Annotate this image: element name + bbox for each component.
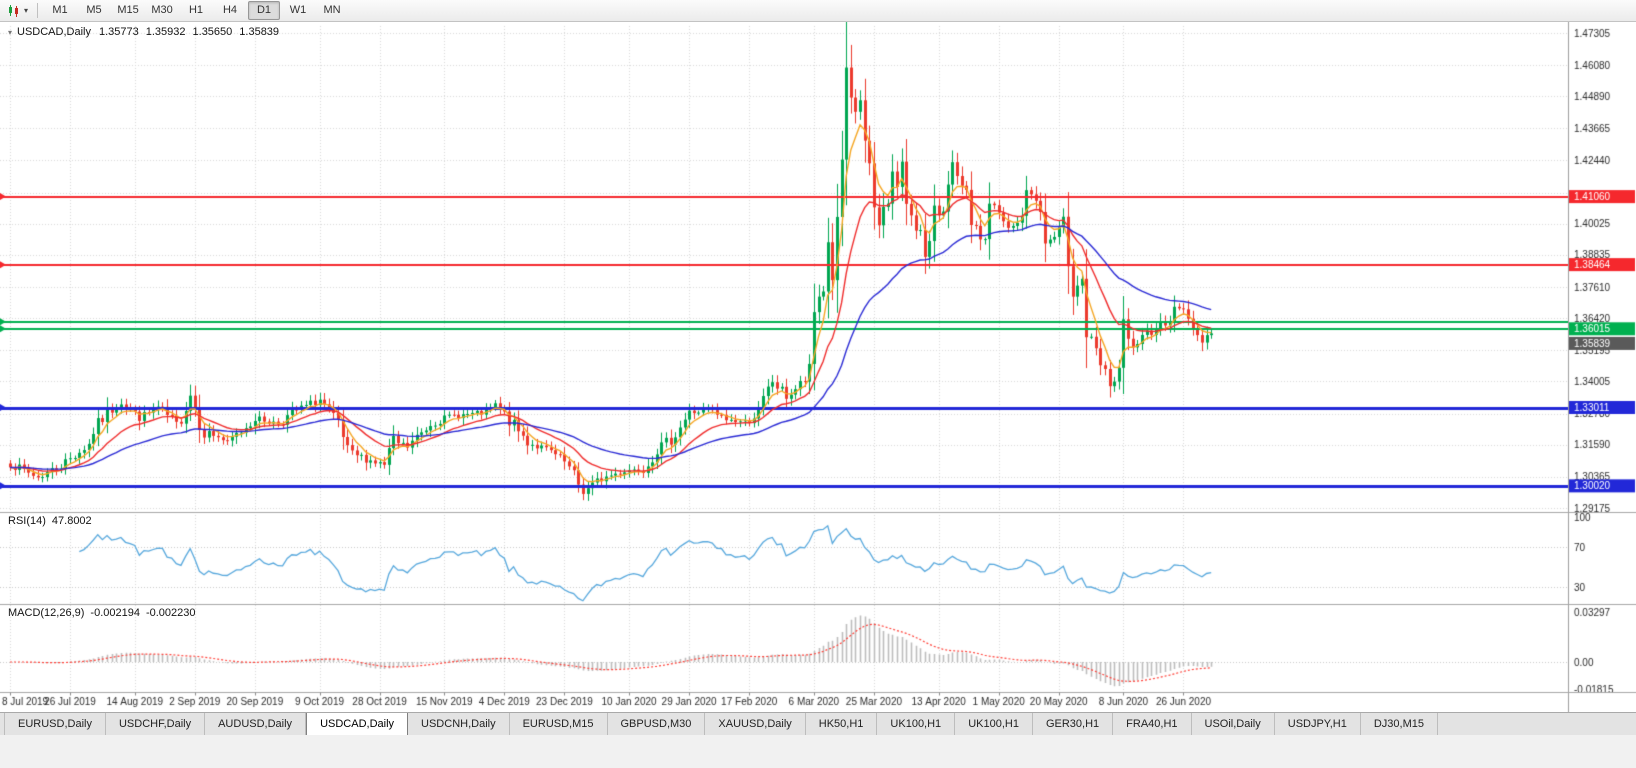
ohlc-open: 1.35773 bbox=[98, 26, 139, 38]
price-scale[interactable] bbox=[1568, 22, 1636, 712]
timeframe-button-h1[interactable]: H1 bbox=[188, 4, 204, 16]
chart-tab-fra40-h1[interactable]: FRA40,H1 bbox=[1113, 713, 1192, 735]
macd-main-value: -0.002194 bbox=[90, 607, 140, 619]
timeframe-buttons: M1 M5 M15 M30 H1 H4 D1 W1 MN bbox=[43, 1, 349, 20]
chart-tab-hk50-h1[interactable]: HK50,H1 bbox=[805, 713, 878, 735]
chart-tab-ger30-h1[interactable]: GER30,H1 bbox=[1032, 713, 1114, 735]
chart-symbol-label: USDCAD,Daily bbox=[17, 26, 91, 38]
chart-tab-uk100-h1[interactable]: UK100,H1 bbox=[877, 713, 956, 735]
macd-indicator-label: MACD(12,26,9) -0.002194 -0.002230 bbox=[8, 607, 196, 619]
chart-tab-usdcad-daily[interactable]: USDCAD,Daily bbox=[306, 713, 409, 735]
chart-tab-eurusd-m15[interactable]: EURUSD,M15 bbox=[509, 713, 608, 735]
chart-area: ▾ USDCAD,Daily 1.35773 1.35932 1.35650 1… bbox=[0, 22, 1636, 712]
chart-tab-usdcnh-daily[interactable]: USDCNH,Daily bbox=[408, 713, 510, 735]
ohlc-low: 1.35650 bbox=[192, 26, 233, 38]
timeframe-button-d1[interactable]: D1 bbox=[248, 1, 281, 20]
chart-tab-usoil-daily[interactable]: USOil,Daily bbox=[1191, 713, 1275, 735]
chart-tabs-bar: EURUSD,Daily USDCHF,Daily AUDUSD,Daily USDC… bbox=[0, 712, 1636, 735]
chart-tab-usdjpy-h1[interactable]: USDJPY,H1 bbox=[1274, 713, 1361, 735]
chart-tab-eurusd-daily[interactable]: EURUSD,Daily bbox=[4, 713, 106, 735]
rsi-value: 47.8002 bbox=[51, 515, 92, 527]
timeframe-button-w1[interactable]: W1 bbox=[289, 4, 307, 16]
chart-marker-icon: ▾ bbox=[8, 27, 13, 37]
chevron-down-icon: ▾ bbox=[24, 6, 29, 15]
rsi-name: RSI(14) bbox=[8, 515, 46, 527]
candlestick-chart-icon bbox=[9, 4, 18, 17]
time-scale[interactable] bbox=[0, 694, 1568, 712]
chart-tab-gbpusd-m30[interactable]: GBPUSD,M30 bbox=[607, 713, 706, 735]
timeframe-button-m5[interactable]: M5 bbox=[86, 4, 102, 16]
toolbar-separator bbox=[37, 3, 39, 18]
chart-tab-xauusd-daily[interactable]: XAUUSD,Daily bbox=[705, 713, 806, 735]
rsi-indicator-label: RSI(14) 47.8002 bbox=[8, 515, 92, 527]
ohlc-close: 1.35839 bbox=[239, 26, 280, 38]
chart-title: ▾ USDCAD,Daily 1.35773 1.35932 1.35650 1… bbox=[8, 26, 286, 38]
chart-tab-dj30-m15[interactable]: DJ30,M15 bbox=[1360, 713, 1438, 735]
ohlc-high: 1.35932 bbox=[145, 26, 186, 38]
timeframe-button-m30[interactable]: M30 bbox=[151, 4, 173, 16]
timeframe-button-h4[interactable]: H4 bbox=[222, 4, 238, 16]
timeframe-toolbar: ▾ M1 M5 M15 M30 H1 H4 D1 W1 MN bbox=[0, 0, 1636, 22]
macd-signal-value: -0.002230 bbox=[145, 607, 196, 619]
price-chart-canvas[interactable] bbox=[0, 22, 1636, 712]
chart-tab-audusd-daily[interactable]: AUDUSD,Daily bbox=[205, 713, 307, 735]
macd-name: MACD(12,26,9) bbox=[8, 607, 85, 619]
timeframe-button-m15[interactable]: M15 bbox=[117, 4, 139, 16]
chart-tab-usdchf-daily[interactable]: USDCHF,Daily bbox=[105, 713, 206, 735]
chart-type-button[interactable]: ▾ bbox=[3, 1, 32, 21]
timeframe-button-m1[interactable]: M1 bbox=[52, 4, 68, 16]
status-area bbox=[0, 735, 1636, 768]
chart-tab-uk100-h1[interactable]: UK100,H1 bbox=[955, 713, 1033, 735]
timeframe-button-mn[interactable]: MN bbox=[323, 4, 341, 16]
